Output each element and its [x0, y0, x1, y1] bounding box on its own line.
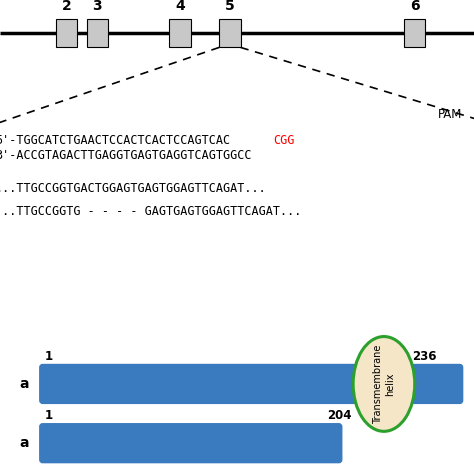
Text: 6: 6	[410, 0, 419, 13]
Text: PAM: PAM	[438, 108, 462, 121]
Text: 2: 2	[62, 0, 71, 13]
Text: 236: 236	[412, 350, 437, 363]
Text: 5: 5	[225, 0, 235, 13]
Text: a: a	[19, 436, 28, 450]
Text: ...TTGCCGGTG - - - - GAGTGAGTGGAGTTCAGAT...: ...TTGCCGGTG - - - - GAGTGAGTGGAGTTCAGAT…	[0, 205, 301, 218]
Text: 1: 1	[45, 350, 53, 363]
Bar	[86, 19, 108, 47]
Ellipse shape	[353, 337, 415, 431]
FancyBboxPatch shape	[40, 424, 342, 463]
Text: 1: 1	[45, 409, 53, 422]
Text: 204: 204	[327, 409, 351, 422]
Text: a: a	[19, 377, 28, 391]
Bar	[169, 19, 191, 47]
FancyBboxPatch shape	[40, 365, 463, 403]
Text: CGG: CGG	[273, 134, 295, 146]
Text: Transmembrane
helix: Transmembrane helix	[373, 344, 395, 424]
Text: 4: 4	[175, 0, 185, 13]
Text: 5'-TGGCATCTGAACTCCACTCACTCCAGTCAC: 5'-TGGCATCTGAACTCCACTCACTCCAGTCAC	[0, 134, 230, 146]
Text: 214: 214	[383, 350, 407, 363]
Text: 3'-ACCGTAGACTTGAGGTGAGTGAGGTCAGTGGCC: 3'-ACCGTAGACTTGAGGTGAGTGAGGTCAGTGGCC	[0, 149, 252, 162]
Text: 3: 3	[92, 0, 102, 13]
Bar	[219, 19, 240, 47]
Text: ...TTGCCGGTGACTGGAGTGAGTGGAGTTCAGAT...: ...TTGCCGGTGACTGGAGTGAGTGGAGTTCAGAT...	[0, 182, 266, 195]
Bar	[56, 19, 77, 47]
Bar	[404, 19, 426, 47]
